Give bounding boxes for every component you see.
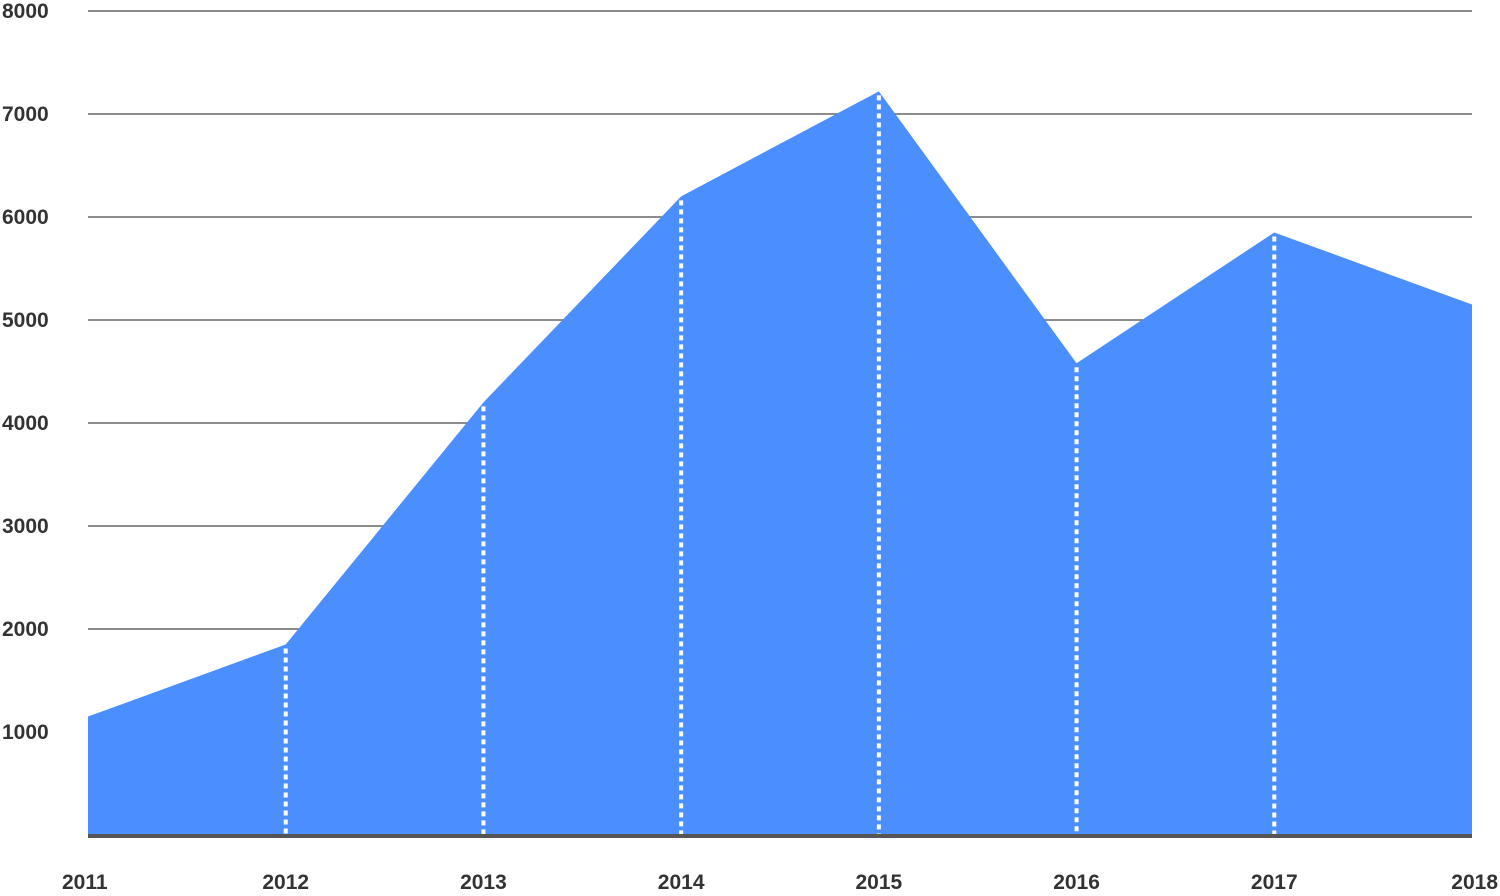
x-tick-label-2016: 2016 <box>1053 871 1100 894</box>
y-tick-label-1000: 1000 <box>2 721 49 744</box>
y-tick-label-3000: 3000 <box>2 515 49 538</box>
y-tick-label-8000: 8000 <box>2 0 49 23</box>
x-axis-tick-labels: 2011 2012 2013 2014 2015 2016 2017 2018 <box>62 871 1498 894</box>
y-tick-label-7000: 7000 <box>2 103 49 126</box>
x-tick-label-2012: 2012 <box>262 871 309 894</box>
y-tick-label-5000: 5000 <box>2 309 49 332</box>
x-tick-label-2014: 2014 <box>658 871 705 894</box>
droplines <box>283 95 1277 834</box>
x-tick-label-2011: 2011 <box>62 871 108 894</box>
area-fill <box>88 91 1472 836</box>
y-tick-label-2000: 2000 <box>2 618 49 641</box>
x-tick-label-2013: 2013 <box>460 871 507 894</box>
y-axis-tick-labels: 1000 2000 3000 4000 5000 6000 7000 8000 <box>2 0 49 744</box>
x-tick-label-2017: 2017 <box>1251 871 1298 894</box>
y-tick-label-4000: 4000 <box>2 412 49 435</box>
area-series <box>88 91 1472 836</box>
y-tick-label-6000: 6000 <box>2 206 49 229</box>
x-tick-label-2018: 2018 <box>1451 871 1498 894</box>
x-tick-label-2015: 2015 <box>855 871 902 894</box>
